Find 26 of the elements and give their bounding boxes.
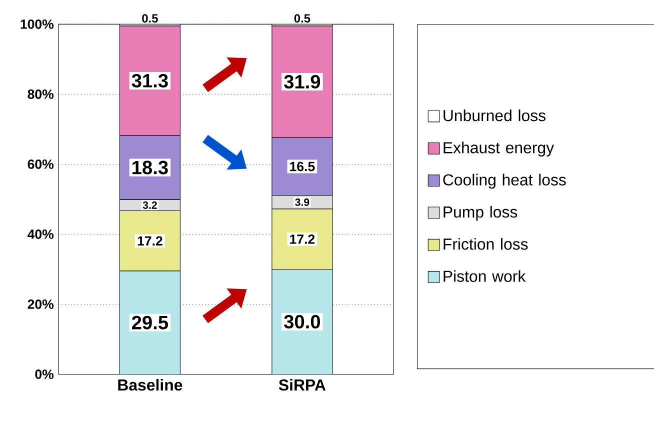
x-tick-label: Baseline bbox=[118, 378, 182, 390]
legend-label: Cooling heat loss bbox=[443, 174, 566, 189]
legend-label: Exhaust energy bbox=[444, 142, 554, 156]
y-tick-label: 100% bbox=[20, 19, 54, 29]
y-tick-label: 40% bbox=[28, 229, 54, 239]
legend-label: Pump loss bbox=[444, 206, 518, 221]
x-tick-label: SiRPA bbox=[278, 378, 326, 390]
data-label: 31.9 bbox=[284, 74, 320, 88]
y-tick-label: 80% bbox=[28, 89, 54, 99]
legend-label: Friction loss bbox=[444, 238, 528, 250]
data-label: 0.5 bbox=[142, 14, 158, 22]
legend-label: Unburned loss bbox=[444, 109, 546, 122]
legend-label: Piston work bbox=[444, 270, 526, 282]
data-label: 0.5 bbox=[294, 14, 310, 22]
data-label: 16.5 bbox=[290, 162, 315, 172]
data-label: 29.5 bbox=[132, 316, 168, 330]
y-tick-label: 0% bbox=[35, 369, 54, 379]
data-label: 17.2 bbox=[290, 234, 315, 244]
data-label: 30.0 bbox=[284, 314, 320, 328]
data-label: 3.2 bbox=[142, 201, 157, 209]
y-tick-label: 20% bbox=[28, 299, 54, 309]
data-label: 3.9 bbox=[295, 198, 310, 206]
data-label: 31.3 bbox=[132, 74, 168, 88]
data-label: 18.3 bbox=[132, 160, 168, 174]
data-label: 17.2 bbox=[138, 236, 162, 246]
y-tick-label: 60% bbox=[28, 159, 54, 169]
